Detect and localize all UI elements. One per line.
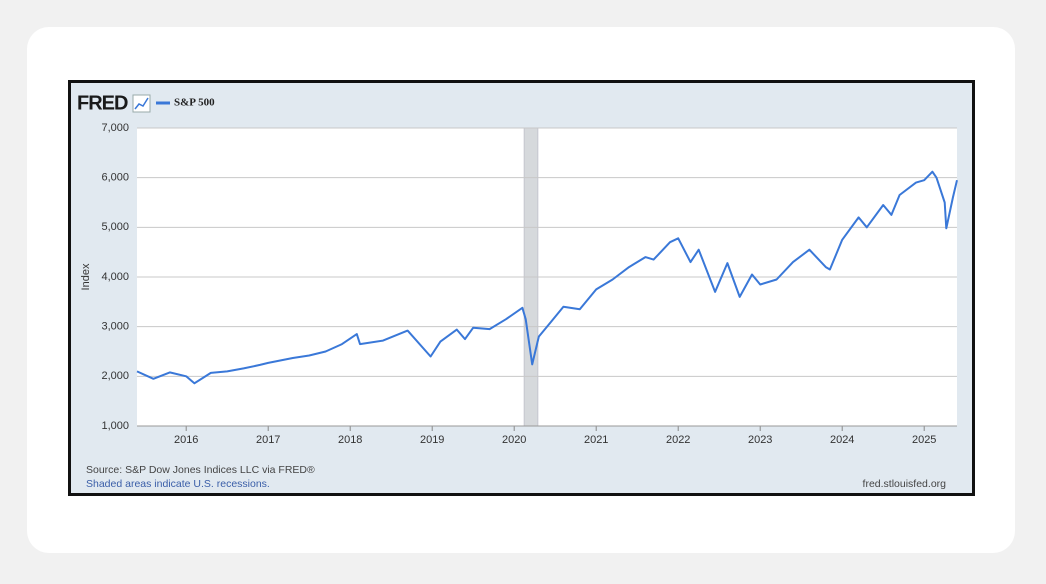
series-line bbox=[136, 170, 958, 385]
x-tick-label: 2020 bbox=[502, 434, 526, 446]
icon-box bbox=[132, 94, 151, 113]
y-tick-label: 4,000 bbox=[101, 271, 129, 283]
logo-icon bbox=[132, 94, 151, 113]
x-tick-label: 2016 bbox=[174, 434, 198, 446]
x-tick-label: 2022 bbox=[666, 434, 690, 446]
y-tick-label: 7,000 bbox=[101, 122, 129, 134]
x-tick-label: 2025 bbox=[912, 434, 936, 446]
x-tick-label: 2018 bbox=[338, 434, 362, 446]
url[interactable]: fred.stlouisfed.org bbox=[863, 478, 947, 490]
source: Source: S&P Dow Jones Indices LLC via FR… bbox=[86, 464, 315, 476]
y-tick-label: 1,000 bbox=[101, 420, 129, 432]
x-tick-label: 2024 bbox=[830, 434, 854, 446]
x-tick-label: 2019 bbox=[420, 434, 444, 446]
recession-note[interactable]: Shaded areas indicate U.S. recessions. bbox=[86, 478, 270, 490]
x-tick-label: 2021 bbox=[584, 434, 608, 446]
x-tick-label: 2017 bbox=[256, 434, 280, 446]
x-tick-label: 2023 bbox=[748, 434, 772, 446]
logo: FRED bbox=[77, 92, 128, 114]
y-tick-label: 3,000 bbox=[101, 321, 129, 333]
legend-label: S&P 500 bbox=[174, 97, 215, 109]
y-tick-label: 6,000 bbox=[101, 172, 129, 184]
y-tick-label: 2,000 bbox=[101, 370, 129, 382]
y-tick-label: 5,000 bbox=[101, 221, 129, 233]
y-axis-label: Index bbox=[80, 263, 92, 290]
icon-line bbox=[134, 97, 149, 110]
